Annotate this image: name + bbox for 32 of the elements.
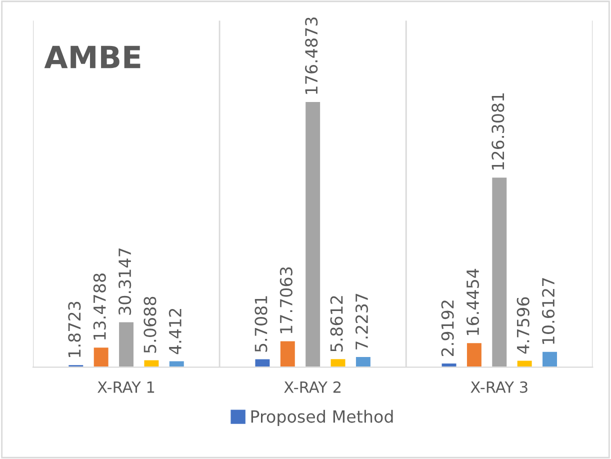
bar [142,358,160,368]
data-label: 4.7596 [516,297,530,354]
data-label: 16.4454 [466,268,480,336]
data-label: 7.2237 [355,294,368,350]
data-label: 1.8723 [68,302,81,357]
text: AMBE [44,46,140,68]
bar [118,320,135,368]
bar [466,342,483,368]
data-label: 5.0688 [144,296,156,353]
data-label: 17.7063 [280,267,292,334]
bar [168,360,186,368]
x-tick-label: X-RAY 3 [470,381,528,393]
bar [354,356,372,368]
bar [541,350,558,368]
bar [304,100,322,368]
bar [279,340,296,368]
data-label: 2.9192 [441,300,454,356]
bar [254,358,272,368]
data-label: 5.8612 [330,296,343,352]
data-label: 126.3081 [492,93,504,170]
legend-label: Proposed Method [251,410,393,426]
x-tick-label: X-RAY 2 [284,381,340,393]
bar [490,176,508,368]
bar [92,346,110,368]
data-label: 4.412 [168,308,182,354]
bar [329,358,347,368]
x-tick-label: X-RAY 1 [98,382,154,393]
data-label: 5.7081 [254,296,268,352]
data-label: 30.3147 [118,248,132,315]
data-label: 10.6127 [542,278,555,344]
data-label: 13.4788 [93,274,106,340]
data-label: 176.4873 [305,18,318,94]
